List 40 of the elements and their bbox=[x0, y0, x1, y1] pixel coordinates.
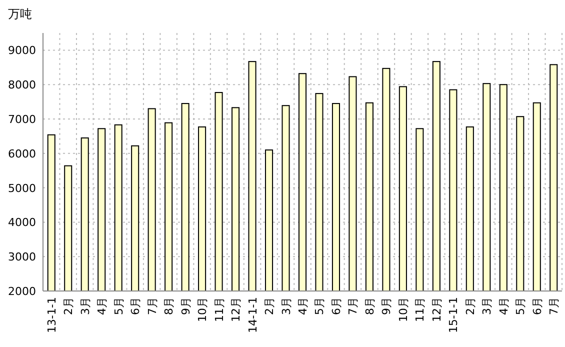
x-tick-label: 6月 bbox=[530, 297, 544, 315]
x-tick-label: 10月 bbox=[196, 297, 210, 322]
x-tick-label: 5月 bbox=[514, 297, 528, 315]
x-tick-label: 7月 bbox=[146, 297, 159, 315]
y-tick-label: 5000 bbox=[8, 182, 36, 195]
x-tick-label: 11月 bbox=[212, 297, 226, 322]
x-tick-label: 2月 bbox=[263, 297, 276, 315]
x-tick-label: 3月 bbox=[480, 297, 494, 315]
x-tick-label: 12月 bbox=[230, 297, 243, 322]
x-tick-label: 9月 bbox=[380, 297, 394, 315]
y-tick-label: 3000 bbox=[8, 250, 36, 264]
x-tick-label: 5月 bbox=[112, 297, 126, 315]
y-tick-label: 8000 bbox=[8, 78, 36, 92]
x-tick-label: 10月 bbox=[396, 297, 410, 322]
x-tick-label: 9月 bbox=[179, 297, 192, 315]
x-tick-label: 13-1-1 bbox=[45, 297, 58, 333]
y-tick-label: 6000 bbox=[8, 147, 36, 160]
x-tick-label: 2月 bbox=[464, 297, 477, 315]
x-tick-label: 8月 bbox=[162, 297, 176, 315]
x-tick-label: 2月 bbox=[62, 297, 76, 315]
x-tick-label: 4月 bbox=[497, 297, 510, 315]
x-tick-label: 3月 bbox=[78, 297, 92, 315]
x-tick-label: 8月 bbox=[363, 297, 376, 315]
x-tick-label: 4月 bbox=[96, 297, 109, 315]
x-tick-label: 6月 bbox=[330, 297, 343, 315]
y-tick-label: 4000 bbox=[8, 216, 36, 230]
y-tick-label: 9000 bbox=[8, 44, 36, 58]
x-tick-label: 3月 bbox=[280, 297, 293, 315]
x-tick-label: 7月 bbox=[548, 297, 561, 315]
x-tick-label: 11月 bbox=[414, 297, 427, 322]
y-axis-title: 万吨 bbox=[8, 7, 32, 21]
x-tick-label: 12月 bbox=[430, 297, 444, 322]
x-tick-label: 7月 bbox=[346, 297, 360, 315]
x-tick-label: 14-1-1 bbox=[246, 297, 260, 333]
x-tick-label: 15-1-1 bbox=[447, 297, 460, 333]
x-tick-label: 4月 bbox=[296, 297, 310, 315]
x-tick-label: 6月 bbox=[129, 297, 142, 315]
y-tick-label: 7000 bbox=[8, 113, 36, 126]
x-tick-label: 5月 bbox=[313, 297, 326, 315]
y-tick-label: 2000 bbox=[8, 285, 36, 298]
